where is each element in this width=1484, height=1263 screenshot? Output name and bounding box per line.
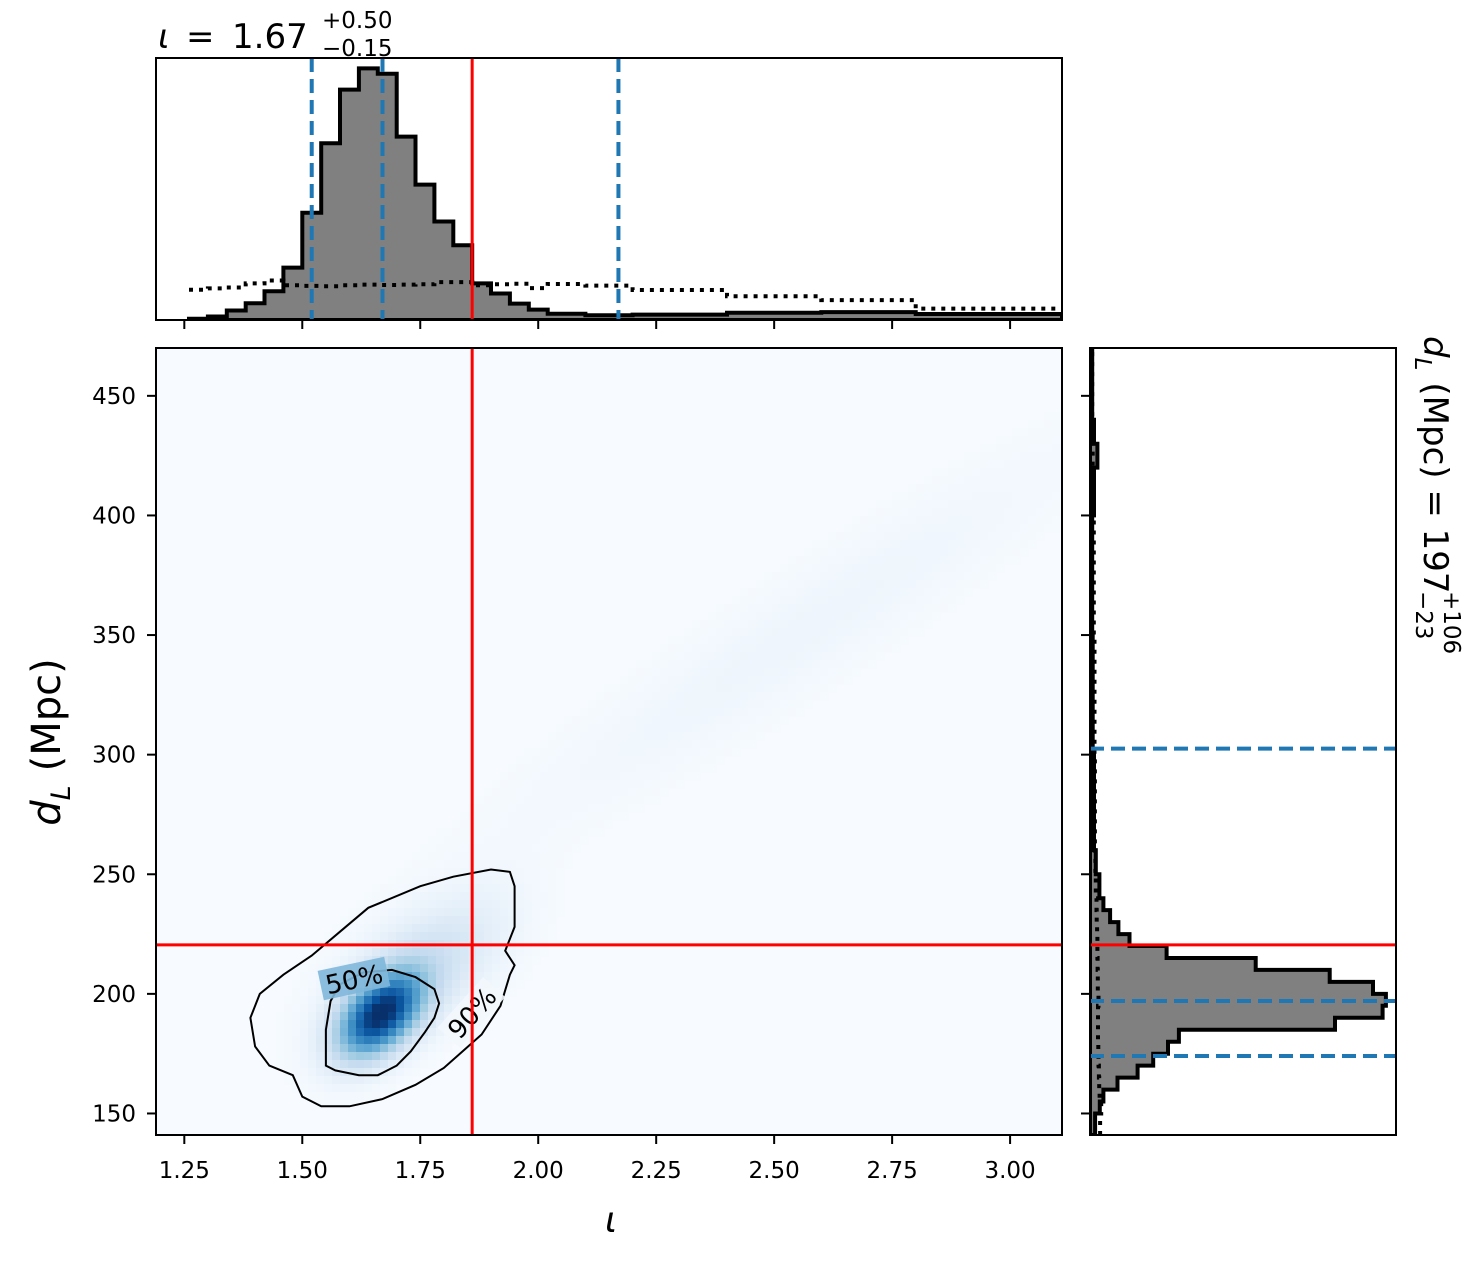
y-axis-label: dL (Mpc) — [24, 658, 77, 826]
iota-title-median: 1.67 — [232, 17, 308, 57]
svg-text:dL(Mpc): dL (Mpc) — [24, 658, 77, 826]
dL-title-sub: L — [1409, 358, 1435, 371]
contour-50pct — [324, 968, 441, 1077]
svg-text:dL(Mpc) = 197: dL (Mpc) = 197 — [1409, 336, 1455, 594]
x-tick-label: 2.25 — [631, 1158, 682, 1184]
iota-marginal-frame — [155, 57, 1063, 321]
iota-title-plus: +0.50 — [322, 8, 392, 34]
iota-title-equals: = — [186, 17, 215, 57]
y-tick-label: 150 — [92, 1101, 136, 1127]
y-axis-label-sub: L — [46, 785, 77, 800]
joint-panel: 50%90% 1.25 1.50 1.75 2.00 2.25 2.50 2.75 3.001… — [92, 347, 1063, 1184]
y-tick-label: 400 — [92, 503, 136, 529]
y-axis-label-symbol: d — [24, 800, 70, 826]
y-axis-label-unit: (Mpc) — [24, 658, 70, 771]
y-tick-label: 250 — [92, 862, 136, 888]
x-tick-label: 1.25 — [159, 1158, 210, 1184]
density-heatmap — [276, 404, 1062, 1109]
x-tick-label: 1.75 — [395, 1158, 446, 1184]
y-tick-label: 300 — [92, 743, 136, 769]
contour-90pct — [249, 868, 516, 1108]
contour-label-bg — [317, 956, 391, 1001]
iota-title: ι = 1.67 +0.50 −0.15 — [158, 8, 392, 62]
x-tick-label: 2.00 — [513, 1158, 564, 1184]
dL-marginal-frame — [1089, 347, 1397, 1136]
iota-title-symbol: ι — [158, 17, 170, 57]
dL-title-minus: −23 — [1410, 591, 1436, 640]
dL-marginal-panel — [1081, 347, 1397, 1136]
x-tick-label: 2.75 — [867, 1158, 918, 1184]
dL-title-median: 197 — [1415, 529, 1455, 594]
dL-title-unit: (Mpc) = — [1415, 382, 1455, 528]
joint-frame — [155, 347, 1063, 1136]
y-tick-label: 350 — [92, 623, 136, 649]
x-tick-label: 3.00 — [984, 1158, 1035, 1184]
iota-prior-histogram — [189, 278, 1062, 311]
x-tick-label: 1.50 — [277, 1158, 328, 1184]
dL-title-symbol: d — [1415, 336, 1455, 358]
y-tick-label: 450 — [92, 384, 136, 410]
dL-title: dL (Mpc) = 197 +106 −23 — [1409, 336, 1464, 654]
x-tick-label: 2.50 — [749, 1158, 800, 1184]
x-axis-label: ι — [605, 1200, 617, 1241]
iota-marginal-panel — [155, 57, 1063, 329]
iota-posterior-histogram — [186, 66, 1062, 320]
y-tick-label: 200 — [92, 982, 136, 1008]
dL-title-plus: +106 — [1438, 591, 1464, 654]
